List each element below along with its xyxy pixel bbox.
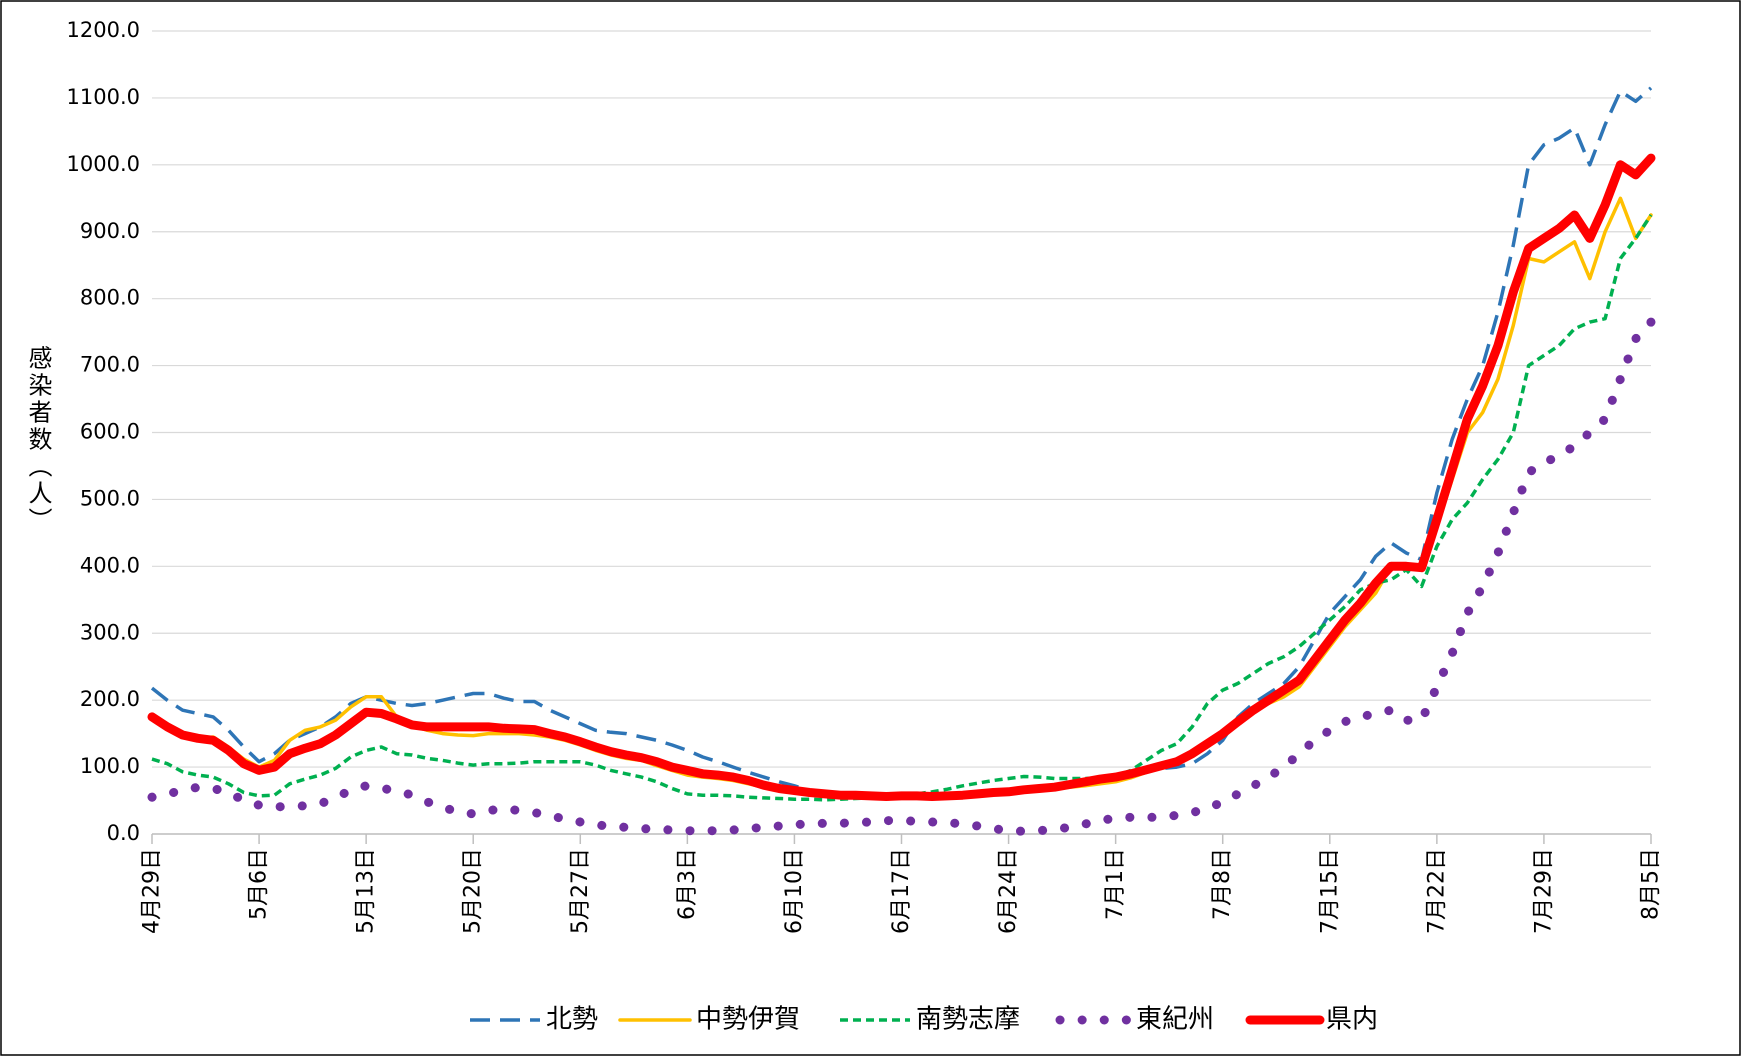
y-tick-label: 900.0 — [80, 219, 140, 243]
y-tick-label: 500.0 — [80, 486, 140, 510]
y-tick-label: 1200.0 — [67, 18, 140, 42]
y-tick-label: 200.0 — [80, 687, 140, 711]
y-tick-label: 1100.0 — [67, 85, 140, 109]
y-tick-label: 600.0 — [80, 420, 140, 444]
x-tick-label: 7月22日 — [1424, 848, 1449, 934]
legend-label: 県内 — [1326, 1005, 1378, 1035]
x-tick-label: 5月13日 — [354, 848, 379, 934]
x-tick-label: 5月6日 — [247, 848, 272, 920]
y-tick-label: 100.0 — [80, 754, 140, 778]
legend-label: 中勢伊賀 — [696, 1005, 800, 1035]
y-tick-label: 300.0 — [80, 620, 140, 644]
x-tick-label: 6月3日 — [675, 848, 700, 920]
x-tick-label: 6月17日 — [889, 848, 914, 934]
x-tick-label: 5月27日 — [568, 848, 593, 934]
x-tick-label: 5月20日 — [461, 848, 486, 934]
y-tick-label: 700.0 — [80, 353, 140, 377]
y-tick-label: 400.0 — [80, 553, 140, 577]
x-tick-label: 7月15日 — [1317, 848, 1342, 934]
x-tick-label: 6月24日 — [996, 848, 1021, 934]
x-tick-label: 4月29日 — [140, 848, 165, 934]
x-tick-label: 7月29日 — [1531, 848, 1556, 934]
x-tick-label: 8月5日 — [1639, 848, 1664, 920]
x-tick-label: 7月8日 — [1210, 848, 1235, 920]
y-tick-label: 800.0 — [80, 286, 140, 310]
legend-label: 北勢 — [546, 1005, 598, 1035]
x-tick-label: 7月1日 — [1103, 848, 1128, 920]
y-tick-label: 0.0 — [107, 821, 140, 845]
y-tick-label: 1000.0 — [67, 152, 140, 176]
series-line — [147, 153, 1656, 801]
legend-label: 南勢志摩 — [916, 1005, 1020, 1035]
y-axis-label: 感染者数（人） — [24, 346, 52, 535]
legend-label: 東紀州 — [1136, 1005, 1214, 1035]
x-tick-label: 6月10日 — [782, 848, 807, 934]
